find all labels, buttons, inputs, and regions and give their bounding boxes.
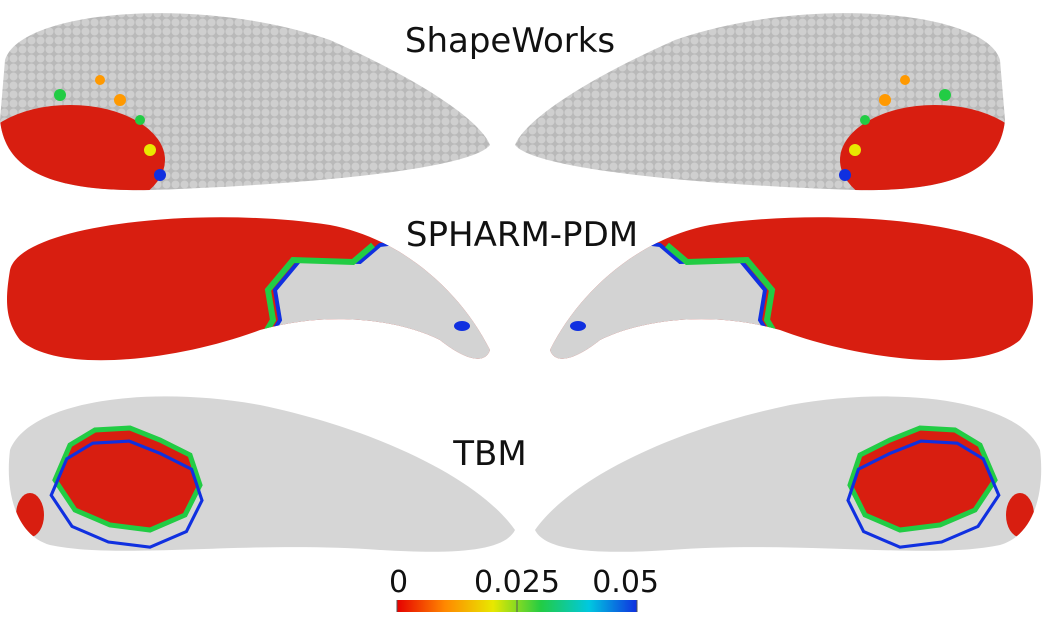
colorbar-tick-label: 0: [389, 565, 408, 600]
shape-render: [535, 396, 1041, 551]
colorbar-tick-label: 0.025: [474, 565, 560, 600]
panel-label: TBM: [452, 434, 526, 474]
panel-label: SPHARM-PDM: [406, 215, 638, 255]
colorbar-tick-label: 0.05: [592, 565, 659, 600]
colorbar-ticks: 0 0.025 0.05: [389, 565, 659, 612]
panel-label: ShapeWorks: [405, 21, 615, 61]
shape-render: [9, 396, 515, 551]
